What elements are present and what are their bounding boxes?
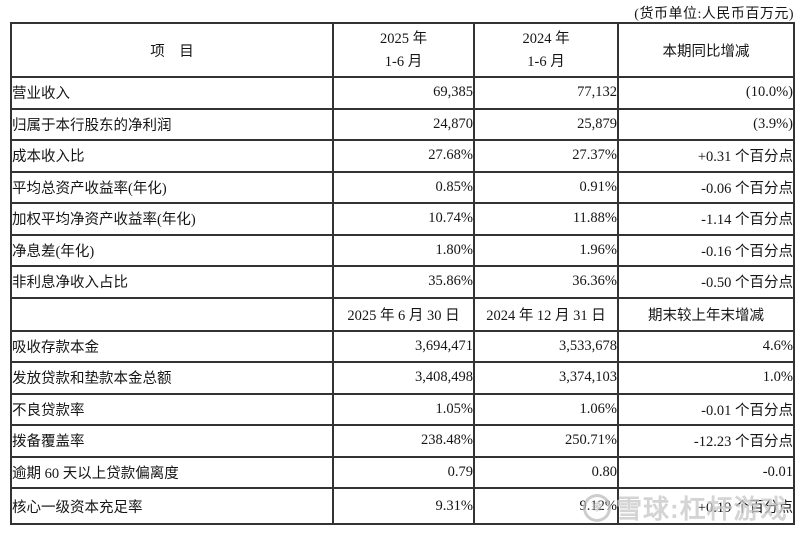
header-date-2025: 2025 年 6 月 30 日	[332, 296, 475, 332]
value-2024: 1.06%	[473, 392, 619, 426]
row-label: 归属于本行股东的净利润	[10, 107, 334, 141]
value-change: (10.0%)	[617, 76, 795, 110]
table-row-roaa: 平均总资产收益率(年化) 0.85% 0.91% -0.06 个百分点	[10, 170, 795, 204]
value-2025: 35.86%	[332, 265, 475, 299]
value-change: -12.23 个百分点	[617, 424, 795, 458]
value-2024: 0.91%	[473, 170, 619, 204]
table-row-net-profit: 归属于本行股东的净利润 24,870 25,879 (3.9%)	[10, 107, 795, 141]
value-2025: 3,694,471	[332, 329, 475, 363]
value-2024: 77,132	[473, 76, 619, 110]
row-label: 净息差(年化)	[10, 233, 334, 267]
value-change: -0.16 个百分点	[617, 233, 795, 267]
header-2024-months: 1-6 月	[527, 54, 565, 70]
value-change: -0.01 个百分点	[617, 392, 795, 426]
row-label: 发放贷款和垫款本金总额	[10, 361, 334, 395]
row-label: 逾期 60 天以上贷款偏离度	[10, 455, 334, 489]
value-2025: 1.05%	[332, 392, 475, 426]
value-change: +0.19 个百分点	[617, 487, 795, 525]
value-2024: 250.71%	[473, 424, 619, 458]
header-date-2024: 2024 年 12 月 31 日	[473, 296, 619, 332]
row-label: 吸收存款本金	[10, 329, 334, 363]
row-label: 加权平均净资产收益率(年化)	[10, 202, 334, 236]
value-2024: 36.36%	[473, 265, 619, 299]
value-change: 4.6%	[617, 329, 795, 363]
header-item: 项 目	[10, 22, 334, 78]
table-row-cost-income-ratio: 成本收入比 27.68% 27.37% +0.31 个百分点	[10, 139, 795, 173]
header-2024-year: 2024 年	[522, 31, 570, 47]
table-row-cet1-ratio: 核心一级资本充足率 9.31% 9.12% +0.19 个百分点	[10, 487, 795, 525]
value-change: +0.31 个百分点	[617, 139, 795, 173]
date-header-row: 2025 年 6 月 30 日 2024 年 12 月 31 日 期末较上年末增…	[10, 296, 795, 332]
row-label: 成本收入比	[10, 139, 334, 173]
table-row-npl-ratio: 不良贷款率 1.05% 1.06% -0.01 个百分点	[10, 392, 795, 426]
table-row-provision-coverage: 拨备覆盖率 238.48% 250.71% -12.23 个百分点	[10, 424, 795, 458]
value-2025: 24,870	[332, 107, 475, 141]
row-label: 核心一级资本充足率	[10, 487, 334, 525]
value-change: 1.0%	[617, 361, 795, 395]
row-label: 拨备覆盖率	[10, 424, 334, 458]
table-row-non-interest-income: 非利息净收入占比 35.86% 36.36% -0.50 个百分点	[10, 265, 795, 299]
currency-unit-note: (货币单位:人民币百万元)	[634, 7, 794, 22]
value-change: (3.9%)	[617, 107, 795, 141]
row-label: 平均总资产收益率(年化)	[10, 170, 334, 204]
value-2025: 0.79	[332, 455, 475, 489]
header-2024-period: 2024 年 1-6 月	[473, 22, 619, 78]
value-2025: 9.31%	[332, 487, 475, 525]
value-2025: 1.80%	[332, 233, 475, 267]
value-2025: 238.48%	[332, 424, 475, 458]
value-2025: 10.74%	[332, 202, 475, 236]
table-row-loans: 发放贷款和垫款本金总额 3,408,498 3,374,103 1.0%	[10, 361, 795, 395]
value-change: -1.14 个百分点	[617, 202, 795, 236]
header-ytd-change: 期末较上年末增减	[617, 296, 795, 332]
value-2024: 3,533,678	[473, 329, 619, 363]
value-2024: 9.12%	[473, 487, 619, 525]
value-2025: 69,385	[332, 76, 475, 110]
value-change: -0.50 个百分点	[617, 265, 795, 299]
table-row-operating-income: 营业收入 69,385 77,132 (10.0%)	[10, 76, 795, 110]
value-2024: 11.88%	[473, 202, 619, 236]
period-header-row: 项 目 2025 年 1-6 月 2024 年 1-6 月 本期同比增减	[10, 22, 795, 78]
value-2025: 0.85%	[332, 170, 475, 204]
financial-highlights-table: 项 目 2025 年 1-6 月 2024 年 1-6 月 本期同比增减 营业收…	[10, 22, 795, 525]
header-2025-year: 2025 年	[379, 31, 428, 47]
value-change: -0.06 个百分点	[617, 170, 795, 204]
value-change: -0.01	[617, 455, 795, 489]
header-2025-period: 2025 年 1-6 月	[332, 22, 475, 78]
row-label: 非利息净收入占比	[10, 265, 334, 299]
value-2024: 25,879	[473, 107, 619, 141]
table-row-deposits: 吸收存款本金 3,694,471 3,533,678 4.6%	[10, 329, 795, 363]
value-2025: 27.68%	[332, 139, 475, 173]
table-row-overdue-deviation: 逾期 60 天以上贷款偏离度 0.79 0.80 -0.01	[10, 455, 795, 489]
value-2024: 1.96%	[473, 233, 619, 267]
header-item-empty	[10, 296, 334, 332]
value-2024: 27.37%	[473, 139, 619, 173]
header-2025-months: 1-6 月	[384, 54, 423, 70]
table-row-roae: 加权平均净资产收益率(年化) 10.74% 11.88% -1.14 个百分点	[10, 202, 795, 236]
row-label: 营业收入	[10, 76, 334, 110]
value-2024: 0.80	[473, 455, 619, 489]
value-2024: 3,374,103	[473, 361, 619, 395]
table-row-nim: 净息差(年化) 1.80% 1.96% -0.16 个百分点	[10, 233, 795, 267]
value-2025: 3,408,498	[332, 361, 475, 395]
row-label: 不良贷款率	[10, 392, 334, 426]
header-yoy-change: 本期同比增减	[617, 22, 795, 78]
